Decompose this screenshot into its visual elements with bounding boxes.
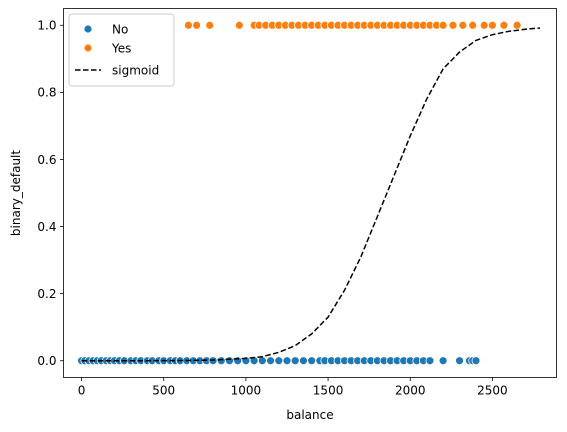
axes-frame xyxy=(63,8,557,378)
legend-label-no: No xyxy=(112,23,128,37)
point-yes xyxy=(448,20,458,30)
point-no xyxy=(471,356,481,366)
legend: No Yes sigmoid xyxy=(68,13,175,87)
x-tick-label: 2000 xyxy=(395,384,426,398)
line-sigmoid xyxy=(81,27,541,362)
point-no xyxy=(307,356,317,366)
legend-marker-yes xyxy=(83,43,93,53)
point-no xyxy=(438,356,448,366)
y-tick-label: 0.8 xyxy=(37,86,56,100)
point-yes xyxy=(438,20,448,30)
point-yes xyxy=(468,20,478,30)
y-tick-label: 0.4 xyxy=(37,220,56,234)
legend-label-yes: Yes xyxy=(111,42,131,56)
point-yes xyxy=(488,20,497,30)
x-tick-label: 1000 xyxy=(231,384,262,398)
ticks-layer: 0 500 1000 1500 2000 2500 0.0 0.2 0.4 0.6 0.8 1.0 xyxy=(37,19,507,398)
point-yes xyxy=(234,20,244,30)
point-yes xyxy=(458,20,468,30)
y-tick-label: 1.0 xyxy=(37,19,56,33)
plot-layer xyxy=(77,20,541,366)
point-no xyxy=(233,356,243,366)
x-tick-label: 500 xyxy=(152,384,175,398)
point-no xyxy=(455,356,464,366)
point-yes xyxy=(192,20,202,30)
x-tick-label: 2500 xyxy=(477,384,508,398)
y-tick-label: 0.2 xyxy=(37,287,56,301)
point-no xyxy=(282,356,292,366)
point-yes xyxy=(479,20,489,30)
x-tick-label: 0 xyxy=(78,384,86,398)
legend-label-sigmoid: sigmoid xyxy=(112,64,159,78)
point-yes xyxy=(512,20,522,30)
point-no xyxy=(274,356,284,366)
y-tick-label: 0.0 xyxy=(37,354,56,368)
legend-marker-no xyxy=(83,24,93,34)
point-no xyxy=(299,356,308,366)
point-no xyxy=(257,356,267,366)
point-no xyxy=(425,356,435,366)
x-axis-label: balance xyxy=(286,408,333,422)
x-tick-label: 1500 xyxy=(313,384,344,398)
y-tick-label: 0.6 xyxy=(37,153,56,167)
point-no xyxy=(290,356,300,366)
y-axis-label: binary_default xyxy=(9,150,23,236)
point-no xyxy=(225,356,234,366)
point-yes xyxy=(183,20,193,30)
point-no xyxy=(266,356,275,366)
point-yes xyxy=(205,20,215,30)
legend-box xyxy=(68,13,175,87)
point-no xyxy=(216,356,226,366)
point-yes xyxy=(499,20,509,30)
